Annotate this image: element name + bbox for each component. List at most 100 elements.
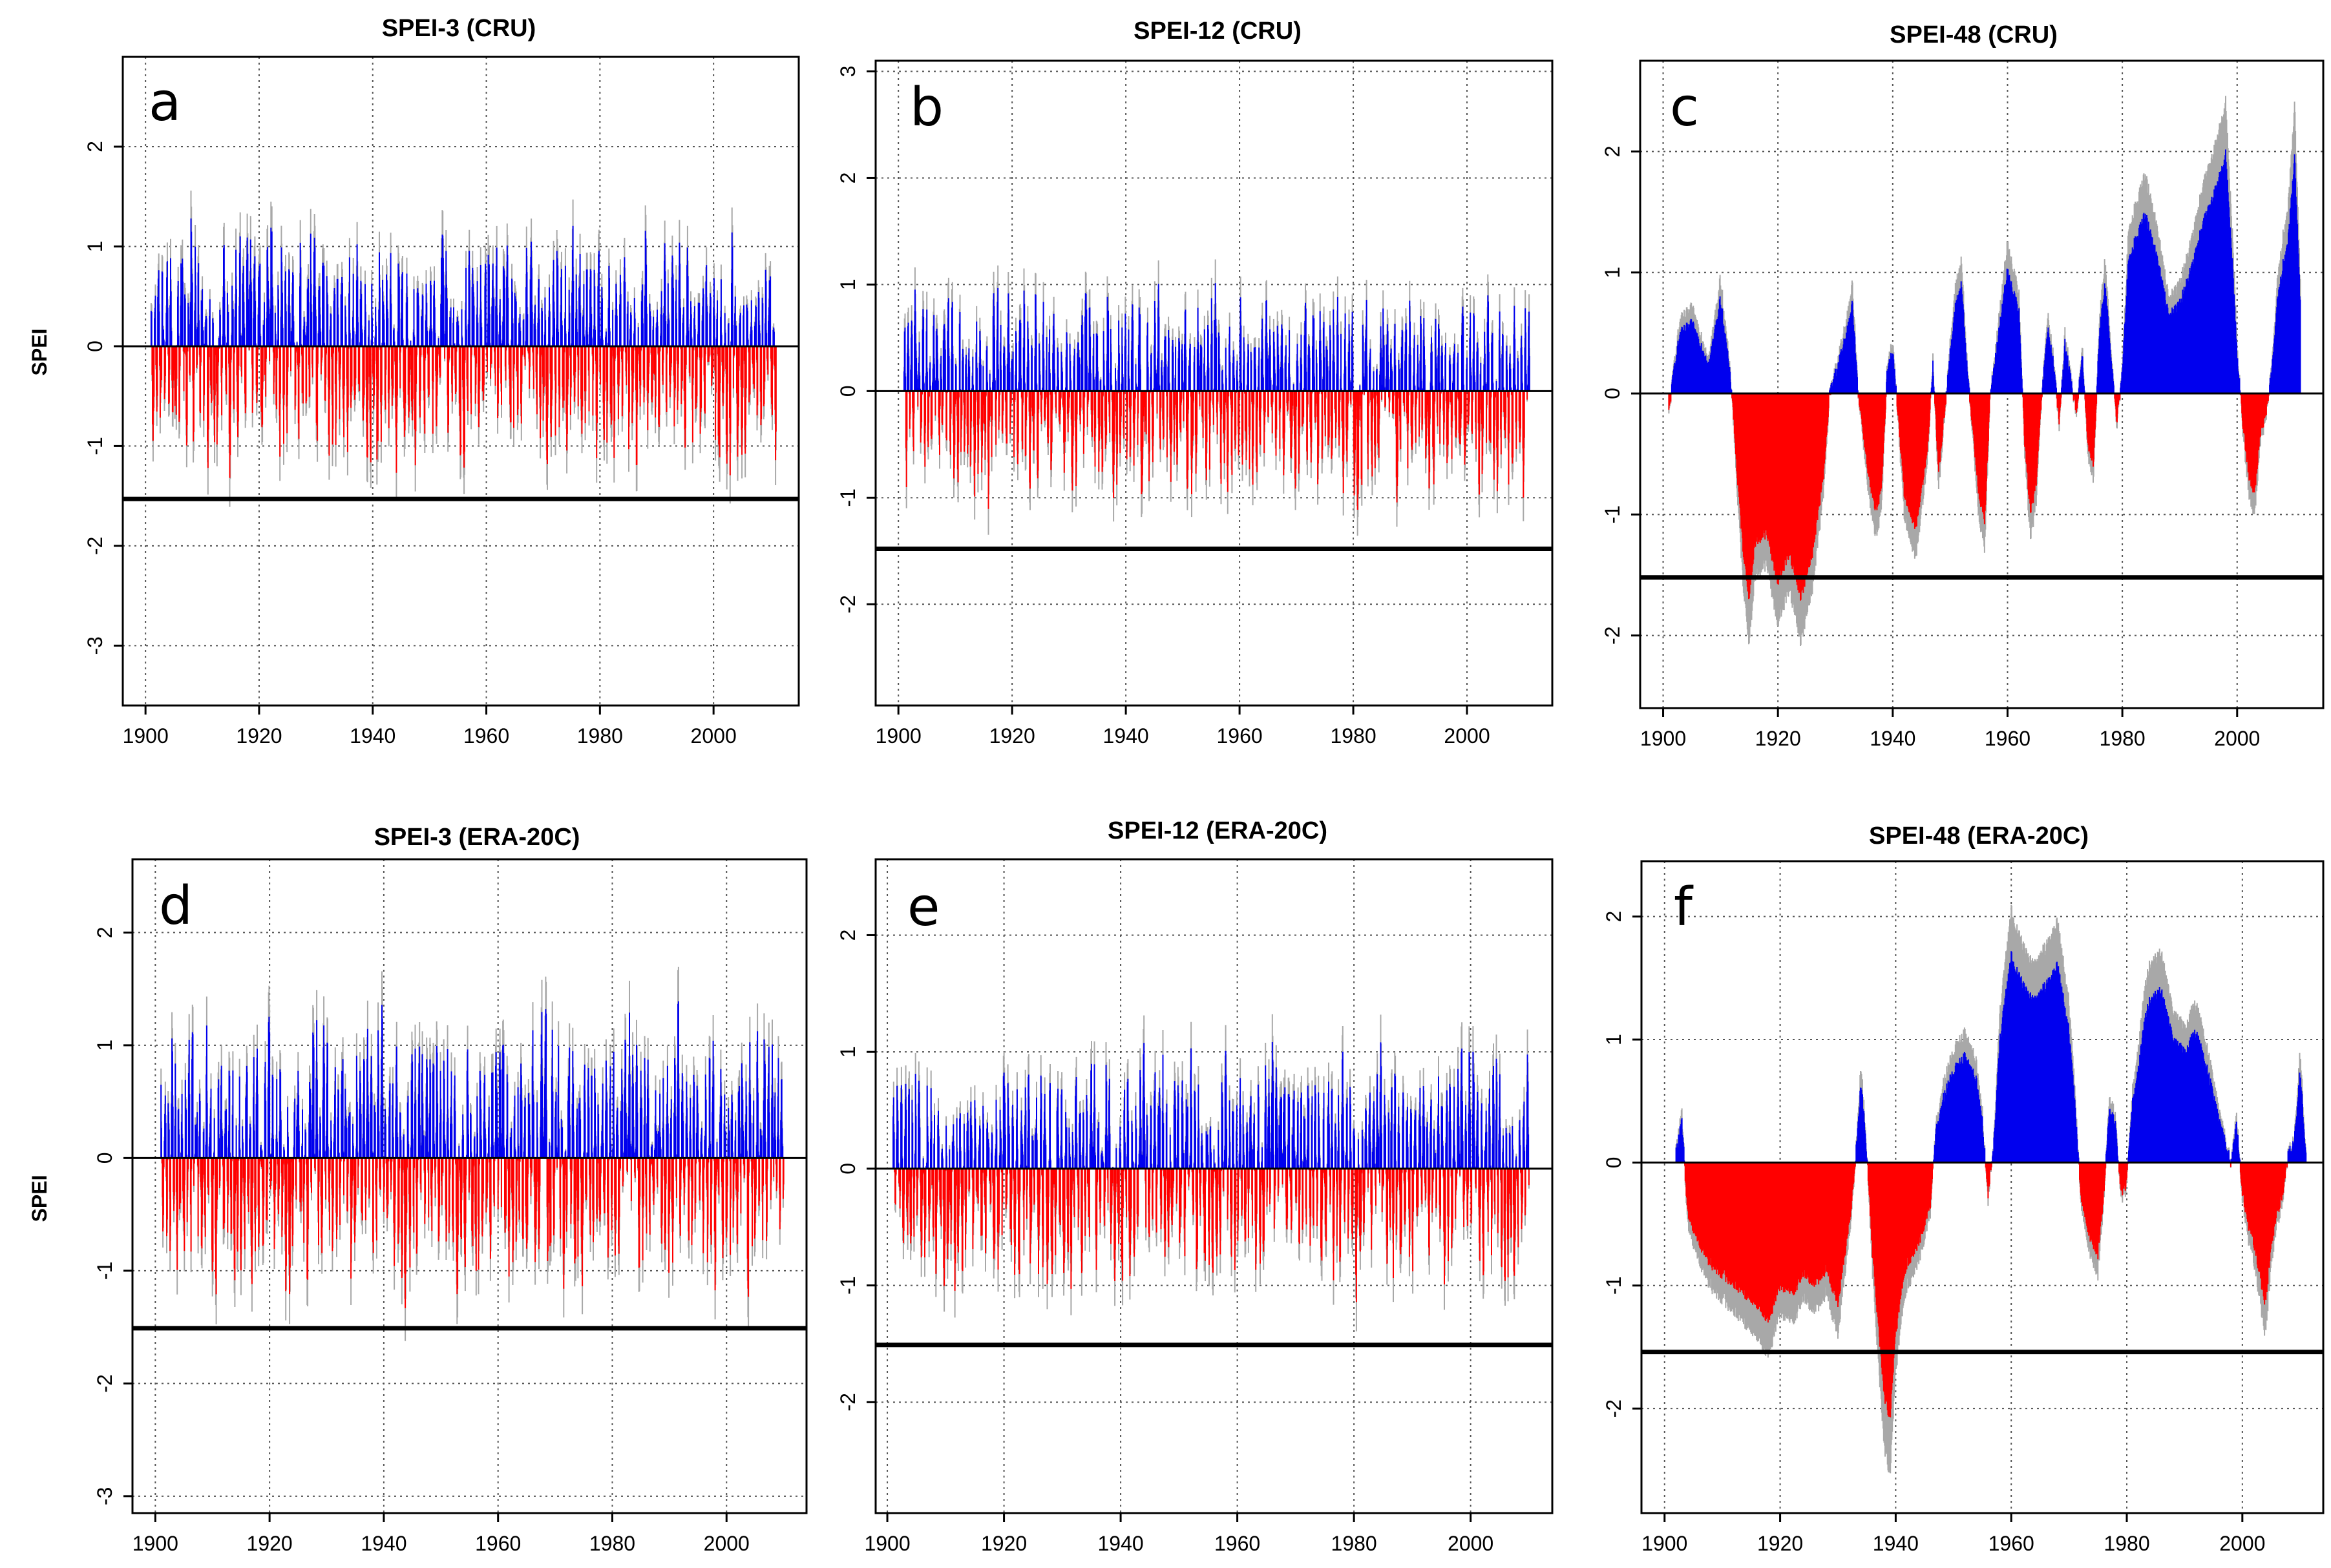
positive-bars bbox=[150, 218, 775, 346]
spei-series bbox=[121, 56, 800, 707]
x-tick-label: 1960 bbox=[1216, 724, 1262, 747]
x-tick-label: 1900 bbox=[1641, 1532, 1687, 1555]
y-tick-label: -2 bbox=[1602, 1399, 1625, 1417]
x-tick-label: 1960 bbox=[1988, 1532, 2034, 1555]
positive-bars bbox=[903, 283, 1530, 392]
x-tick-label: 1900 bbox=[876, 724, 922, 747]
negative-bars bbox=[151, 346, 777, 478]
y-tick-label: 1 bbox=[836, 279, 860, 291]
negative-bars bbox=[161, 1158, 785, 1308]
panel-title: SPEI-48 (CRU) bbox=[1890, 21, 2058, 48]
y-tick-label: -2 bbox=[83, 537, 107, 555]
y-tick-label: 0 bbox=[83, 340, 107, 352]
plot-frame bbox=[1640, 860, 2325, 1514]
panel-f: SPEI-48 (ERA-20C) 1900 1920 1940 1960 1980 20… bbox=[1602, 822, 2325, 1555]
x-tick-label: 1980 bbox=[2104, 1532, 2149, 1555]
y-tick-label: 2 bbox=[836, 172, 860, 184]
x-tick-label: 1960 bbox=[1214, 1532, 1260, 1555]
negative-bars bbox=[1684, 1162, 2288, 1417]
positive-bars bbox=[1675, 951, 2307, 1163]
x-tick-label: 1900 bbox=[132, 1532, 178, 1555]
y-tick-label: 1 bbox=[1601, 267, 1624, 278]
y-tick-label: -1 bbox=[1602, 1277, 1625, 1295]
panel-title: SPEI-12 (CRU) bbox=[1134, 17, 1302, 45]
spei-series bbox=[131, 858, 808, 1514]
x-tick-label: 1920 bbox=[981, 1532, 1027, 1555]
positive-bars bbox=[892, 1042, 1530, 1169]
y-tick-label: 0 bbox=[836, 1163, 860, 1175]
panel-title: SPEI-3 (CRU) bbox=[382, 15, 536, 42]
panel-a: SPEI-3 (CRU) 1900 1920 1940 1960 1980 2000 -3 -… bbox=[28, 15, 800, 747]
positive-bars bbox=[1671, 149, 2301, 393]
y-tick-label: 0 bbox=[1601, 388, 1624, 399]
y-tick-label: 0 bbox=[1602, 1157, 1625, 1169]
x-tick-label: 1920 bbox=[1757, 1532, 1803, 1555]
x-tick-label: 2000 bbox=[1444, 724, 1490, 747]
spei-series bbox=[874, 59, 1554, 707]
plot-frame bbox=[131, 858, 808, 1514]
negative-bars bbox=[905, 391, 1528, 510]
x-tick-label: 1940 bbox=[361, 1532, 406, 1555]
x-tick-label: 2000 bbox=[1448, 1532, 1493, 1555]
x-tick-label: 1920 bbox=[989, 724, 1035, 747]
y-tick-label: 0 bbox=[93, 1152, 116, 1164]
y-tick-label: 3 bbox=[836, 66, 860, 78]
y-tick-label: 1 bbox=[1602, 1034, 1625, 1045]
y-tick-label: -3 bbox=[93, 1487, 116, 1505]
y-tick-label: -3 bbox=[83, 636, 107, 654]
y-tick-label: 2 bbox=[836, 930, 860, 941]
y-tick-label: -1 bbox=[836, 488, 860, 507]
panel-letter: d bbox=[159, 875, 193, 937]
panel-letter: b bbox=[910, 77, 944, 138]
axes: 1900 1920 1940 1960 1980 2000 -3 -2 -1 0 1 2 bbox=[93, 927, 750, 1555]
x-tick-label: 1900 bbox=[864, 1532, 910, 1555]
x-tick-label: 1980 bbox=[577, 724, 623, 747]
x-tick-label: 1960 bbox=[475, 1532, 521, 1555]
y-tick-label: 0 bbox=[836, 385, 860, 397]
x-tick-label: 1940 bbox=[1870, 727, 1915, 750]
negative-bars bbox=[894, 1168, 1530, 1302]
x-tick-label: 2000 bbox=[691, 724, 737, 747]
axes: 1900 1920 1940 1960 1980 2000 -2 -1 0 1 2 bbox=[1601, 146, 2260, 750]
x-tick-label: 1940 bbox=[1873, 1532, 1919, 1555]
x-tick-label: 1980 bbox=[1330, 724, 1376, 747]
panel-d: SPEI-3 (ERA-20C) 1900 1920 1940 1960 1980 200… bbox=[28, 824, 808, 1555]
panel-letter: c bbox=[1670, 77, 1699, 138]
y-tick-label: 2 bbox=[1601, 146, 1624, 158]
y-tick-label: -1 bbox=[836, 1276, 860, 1294]
x-tick-label: 2000 bbox=[2219, 1532, 2265, 1555]
x-tick-label: 2000 bbox=[704, 1532, 750, 1555]
spei-series bbox=[1639, 59, 2325, 709]
spei-series bbox=[1640, 860, 2325, 1514]
y-tick-label: 1 bbox=[836, 1046, 860, 1058]
plot-frame bbox=[874, 858, 1554, 1514]
y-tick-label: 1 bbox=[93, 1040, 116, 1051]
x-tick-label: 2000 bbox=[2214, 727, 2260, 750]
panel-e: SPEI-12 (ERA-20C) 1900 1920 1940 1960 1980 20… bbox=[836, 817, 1554, 1555]
x-tick-label: 1980 bbox=[1331, 1532, 1377, 1555]
y-tick-label: 1 bbox=[83, 241, 107, 253]
y-tick-label: -2 bbox=[93, 1374, 116, 1392]
x-tick-label: 1900 bbox=[1640, 727, 1686, 750]
plot-frame bbox=[874, 59, 1554, 707]
y-tick-label: 2 bbox=[93, 927, 116, 939]
x-tick-label: 1940 bbox=[1103, 724, 1149, 747]
panel-letter: e bbox=[907, 877, 940, 938]
panel-title: SPEI-3 (ERA-20C) bbox=[374, 824, 580, 851]
spei-series bbox=[874, 858, 1554, 1514]
y-tick-label: 2 bbox=[83, 141, 107, 152]
panel-title: SPEI-12 (ERA-20C) bbox=[1108, 817, 1327, 844]
negative-bars bbox=[1668, 393, 2270, 601]
y-axis-label: SPEI bbox=[28, 1175, 51, 1222]
plot-frame bbox=[121, 56, 800, 707]
positive-bars bbox=[160, 1001, 784, 1158]
y-tick-label: -1 bbox=[83, 437, 107, 455]
x-tick-label: 1980 bbox=[589, 1532, 635, 1555]
axes: 1900 1920 1940 1960 1980 2000 -2 -1 0 1 2 3 bbox=[836, 66, 1490, 747]
axes: 1900 1920 1940 1960 1980 2000 -2 -1 0 1 2 bbox=[836, 930, 1493, 1555]
y-tick-label: -2 bbox=[1601, 626, 1624, 644]
y-tick-label: 2 bbox=[1602, 911, 1625, 923]
y-tick-label: -1 bbox=[1601, 505, 1624, 523]
x-tick-label: 1940 bbox=[350, 724, 396, 747]
x-tick-label: 1920 bbox=[236, 724, 282, 747]
